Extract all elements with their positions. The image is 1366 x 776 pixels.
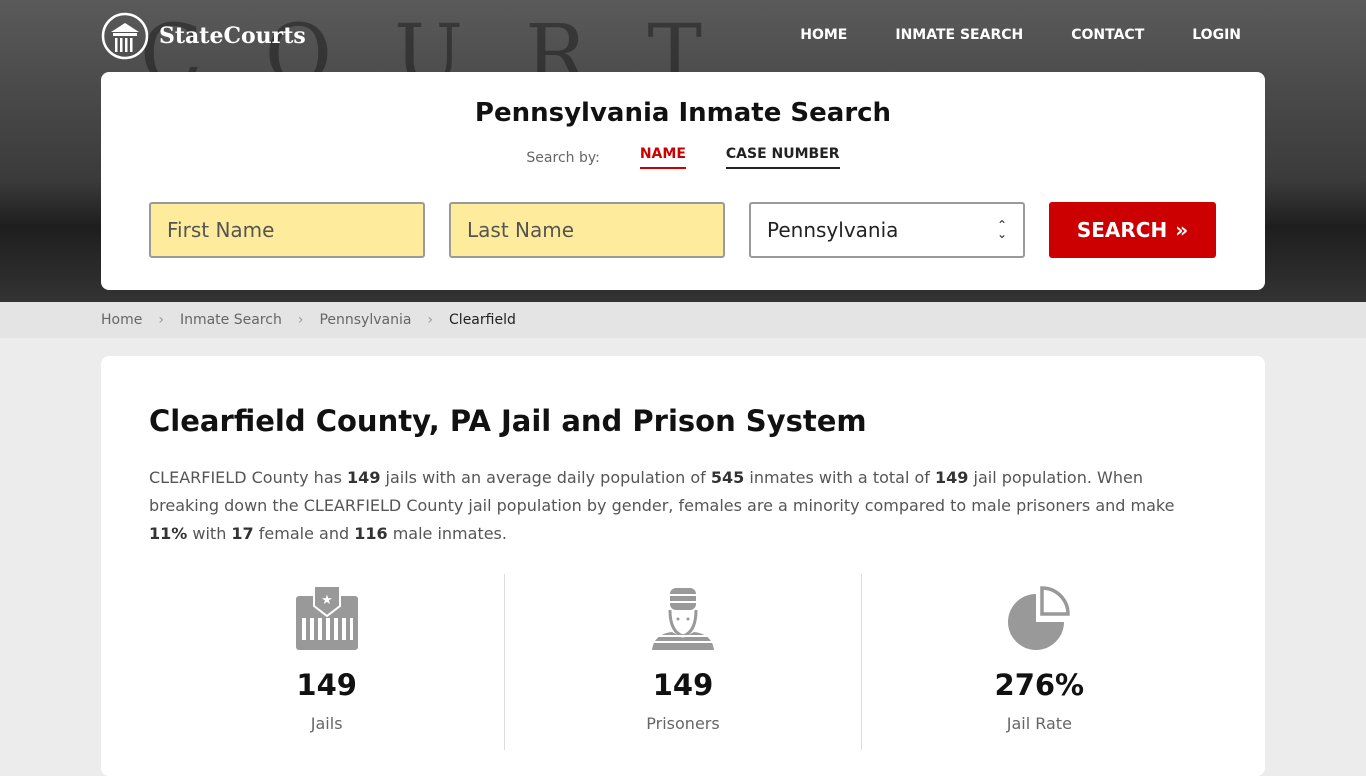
svg-text:★: ★ bbox=[321, 593, 333, 608]
tab-name[interactable]: NAME bbox=[639, 146, 686, 169]
breadcrumb-pennsylvania[interactable]: Pennsylvania bbox=[319, 312, 412, 328]
stat-jail-rate: 276% Jail Rate bbox=[860, 574, 1217, 750]
courthouse-logo-icon bbox=[101, 12, 149, 60]
nav-contact[interactable]: CONTACT bbox=[1071, 27, 1145, 43]
content-card: Clearfield County, PA Jail and Prison Sy… bbox=[101, 356, 1265, 776]
search-card: Pennsylvania Inmate Search Search by: NA… bbox=[101, 72, 1265, 290]
stat-label: Jails bbox=[310, 714, 343, 733]
breadcrumb-home[interactable]: Home bbox=[101, 312, 143, 328]
top-nav: StateCourts HOME INMATE SEARCH CONTACT L… bbox=[0, 0, 1366, 72]
chevron-right-icon: › bbox=[427, 312, 434, 328]
logo[interactable]: StateCourts bbox=[101, 12, 306, 60]
nav-home[interactable]: HOME bbox=[800, 27, 848, 43]
search-by-label: Search by: bbox=[526, 149, 600, 166]
nav-login[interactable]: LOGIN bbox=[1192, 27, 1241, 43]
search-button[interactable]: SEARCH » bbox=[1049, 202, 1216, 258]
double-chevron-right-icon: » bbox=[1175, 218, 1189, 242]
search-button-label: SEARCH bbox=[1076, 218, 1168, 242]
page-title: Clearfield County, PA Jail and Prison Sy… bbox=[149, 404, 867, 438]
breadcrumb-inmate-search[interactable]: Inmate Search bbox=[179, 312, 282, 328]
stat-label: Jail Rate bbox=[1006, 714, 1072, 733]
breadcrumb-current: Clearfield bbox=[449, 312, 516, 328]
stat-value: 149 bbox=[652, 668, 714, 702]
stat-value: 276% bbox=[994, 668, 1085, 702]
tab-case-number[interactable]: CASE NUMBER bbox=[725, 146, 840, 169]
brand-name: StateCourts bbox=[159, 23, 306, 49]
pie-chart-icon bbox=[1008, 586, 1071, 650]
chevron-right-icon: › bbox=[158, 312, 164, 328]
search-title: Pennsylvania Inmate Search bbox=[474, 98, 892, 128]
nav-inmate-search[interactable]: INMATE SEARCH bbox=[895, 27, 1024, 43]
stat-label: Prisoners bbox=[646, 714, 720, 733]
hero-banner: COURT HOUSE StateCourts HOME INMATE SEAR… bbox=[0, 0, 1366, 302]
first-name-input[interactable]: First Name bbox=[149, 202, 425, 258]
summary-paragraph: CLEARFIELD County has 149 jails with an … bbox=[149, 468, 1175, 543]
breadcrumb: Home › Inmate Search › Pennsylvania › Clear… bbox=[0, 302, 1366, 338]
jail-icon: ★ bbox=[295, 585, 358, 650]
stat-prisoners: 149 Prisoners bbox=[504, 574, 860, 750]
prisoner-icon bbox=[651, 588, 714, 650]
stat-value: 149 bbox=[296, 668, 357, 702]
last-name-input[interactable]: Last Name bbox=[449, 202, 725, 258]
stat-jails: ★ 149 Jails bbox=[149, 574, 504, 750]
chevron-right-icon: › bbox=[297, 312, 304, 328]
state-select-value: Pennsylvania bbox=[767, 218, 899, 242]
select-arrows-icon: ⌃ ⌄ bbox=[996, 218, 1007, 241]
state-select[interactable]: Pennsylvania ⌃ ⌄ bbox=[749, 202, 1025, 258]
